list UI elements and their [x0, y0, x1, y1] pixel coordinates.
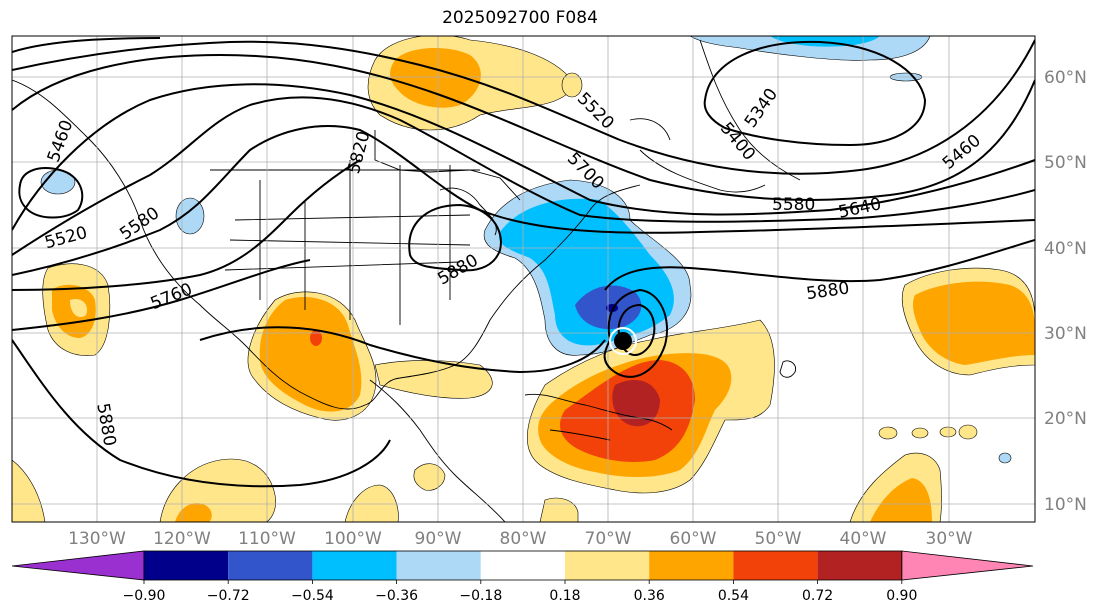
colorbar-tick-label: 0.54	[718, 588, 749, 604]
colorbar-ticks	[143, 580, 903, 584]
colorbar-tick-label: −0.90	[123, 588, 166, 604]
colorbar-tick-label: −0.54	[291, 588, 334, 604]
colorbar-segment	[312, 551, 397, 580]
colorbar-segment	[649, 551, 734, 580]
lon-label: 40°W	[840, 529, 887, 549]
colorbar-segment	[144, 551, 229, 580]
lat-label: 50°N	[1044, 153, 1087, 173]
colorbar: −0.90 −0.72 −0.54 −0.36 −0.18 0.18 0.36 …	[11, 550, 1034, 604]
colorbar-tick-label: −0.72	[207, 588, 250, 604]
colorbar-segment	[817, 551, 902, 580]
lat-label: 10°N	[1044, 495, 1087, 515]
lon-label: 30°W	[926, 529, 973, 549]
lon-label: 120°W	[153, 529, 211, 549]
colorbar-tick-label: 0.72	[802, 588, 833, 604]
lon-label: 50°W	[755, 529, 802, 549]
lon-label: 60°W	[670, 529, 717, 549]
lon-label: 100°W	[324, 529, 382, 549]
colorbar-tick-label: −0.18	[459, 588, 502, 604]
map-panel: 5460 5520 5580 5760 5820 5880 5700 5520 …	[12, 36, 1035, 522]
longitude-labels: 130°W 120°W 110°W 100°W 90°W 80°W 70°W 6…	[68, 529, 973, 549]
lon-label: 110°W	[238, 529, 296, 549]
coastlines	[12, 39, 801, 522]
lat-label: 60°N	[1044, 68, 1087, 88]
contour-label: 5580	[772, 195, 815, 215]
colorbar-segment	[733, 551, 818, 580]
map-frame	[11, 35, 1036, 523]
colorbar-tick-label: 0.90	[886, 588, 917, 604]
colorbar-extend-high	[901, 550, 1034, 581]
colorbar-extend-low	[11, 550, 145, 581]
lon-label: 130°W	[68, 529, 126, 549]
height-contours	[12, 37, 1035, 488]
lat-label: 30°N	[1044, 324, 1087, 344]
colorbar-tick-label: 0.18	[549, 588, 580, 604]
lon-label: 90°W	[415, 529, 462, 549]
lat-label: 20°N	[1044, 409, 1087, 429]
colorbar-segment	[396, 551, 481, 580]
tropical-cyclone-dot	[609, 327, 637, 355]
map-title: 2025092700 F084	[442, 8, 598, 28]
colorbar-segment	[565, 551, 650, 580]
colorbar-segment	[480, 551, 565, 580]
graticule	[12, 36, 1035, 522]
lon-label: 80°W	[500, 529, 547, 549]
colorbar-tick-label: −0.36	[375, 588, 418, 604]
colorbar-segment	[228, 551, 313, 580]
colorbar-tick-label: 0.36	[634, 588, 665, 604]
latitude-labels: 60°N 50°N 40°N 30°N 20°N 10°N	[1044, 68, 1087, 515]
lon-label: 70°W	[585, 529, 632, 549]
lat-label: 40°N	[1044, 239, 1087, 259]
